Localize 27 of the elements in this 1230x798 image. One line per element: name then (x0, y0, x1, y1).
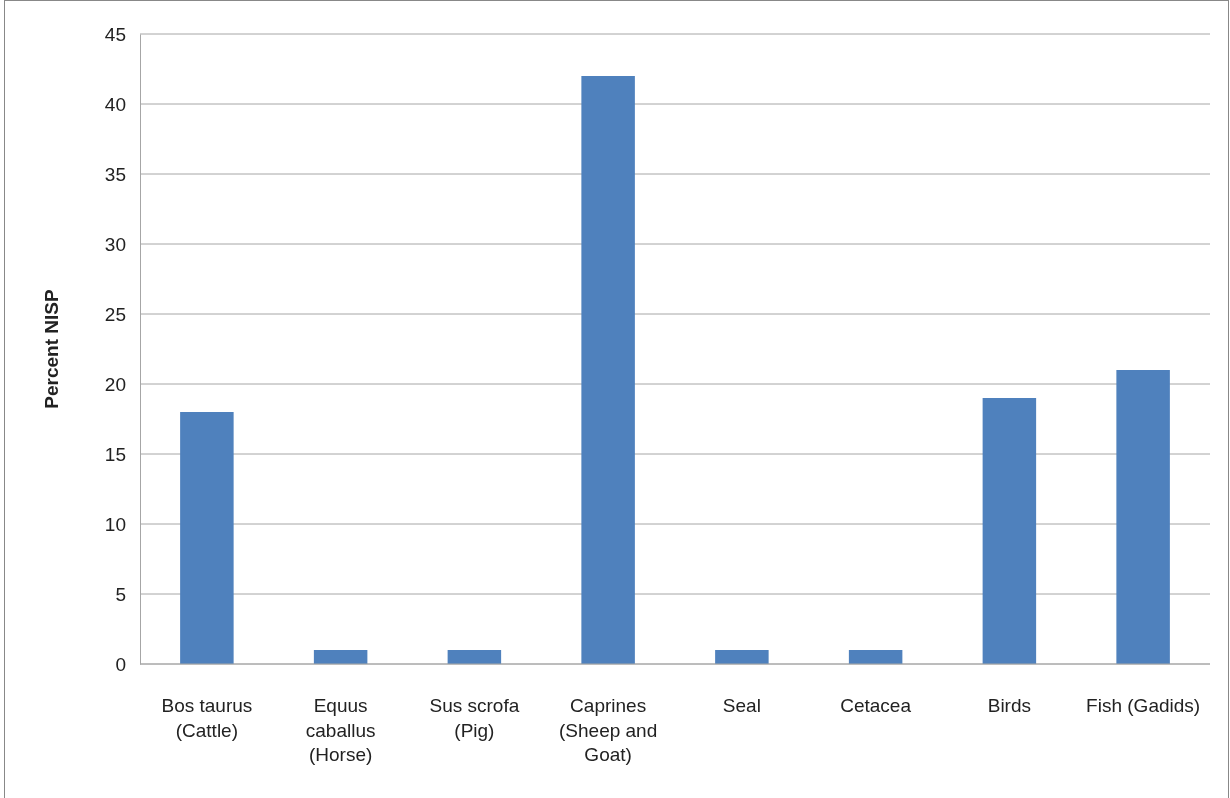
bar (715, 650, 769, 664)
y-tick-label: 10 (104, 513, 126, 535)
y-tick-label: 40 (104, 93, 126, 115)
y-tick-label: 0 (115, 653, 126, 675)
x-tick-label: Fish (Gadids) (1086, 695, 1201, 716)
y-tick-label: 20 (104, 373, 126, 395)
y-tick-label: 45 (104, 23, 126, 45)
y-tick-label: 30 (104, 233, 126, 255)
bar (447, 650, 502, 664)
bar (848, 650, 903, 664)
bar (581, 76, 635, 664)
x-tick-label: Seal (722, 695, 761, 716)
x-tick-label: Bos taurus (Cattle) (161, 695, 253, 741)
y-tick-label: 25 (104, 303, 126, 325)
y-tick-label: 35 (104, 163, 126, 185)
x-tick-label: Equus caballus (Horse) (305, 695, 376, 766)
y-axis-title: Percent NISP (41, 289, 62, 409)
x-tick-label: Caprines (Sheep and Goat) (559, 695, 658, 766)
bar (313, 650, 368, 664)
y-tick-label: 15 (104, 443, 126, 465)
x-tick-label: Cetacea (840, 695, 912, 716)
y-tick-label: 5 (115, 583, 126, 605)
bar (180, 412, 234, 664)
x-tick-label: Birds (987, 695, 1032, 716)
bar (1116, 370, 1170, 664)
bar (982, 398, 1037, 664)
x-tick-label: Sus scrofa (Pig) (429, 695, 520, 741)
